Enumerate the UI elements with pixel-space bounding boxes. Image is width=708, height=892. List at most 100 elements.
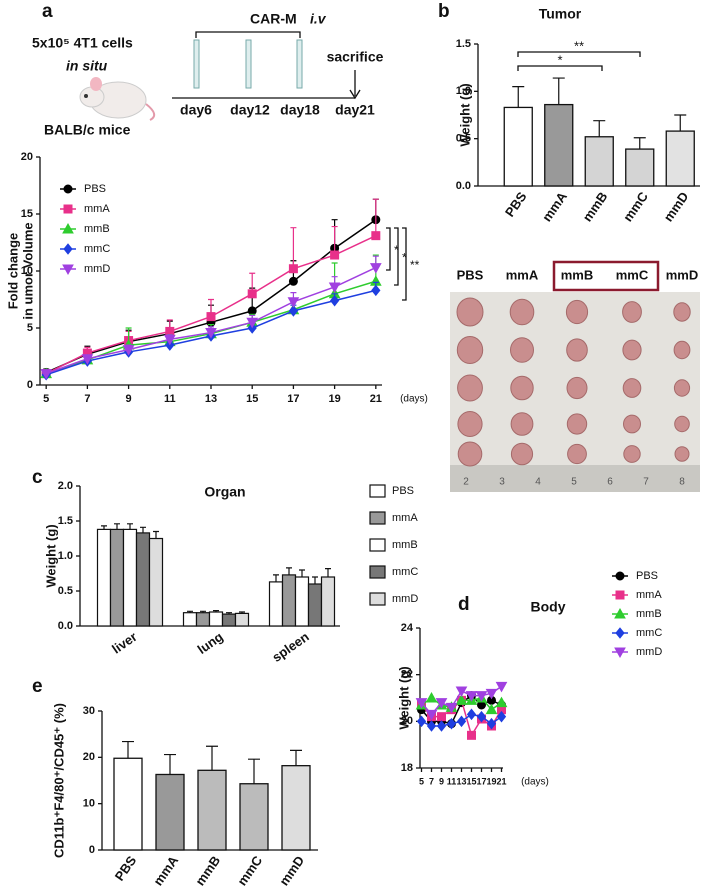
legend-label: mmC xyxy=(636,627,662,639)
error-bar xyxy=(290,227,297,269)
point xyxy=(476,710,487,723)
tumor xyxy=(673,302,691,322)
point xyxy=(486,717,497,730)
x-axis-label: (days) xyxy=(521,777,549,788)
point xyxy=(206,312,216,322)
ruler xyxy=(450,465,700,492)
error-bar xyxy=(206,745,218,771)
point xyxy=(456,715,467,728)
point xyxy=(436,720,447,732)
point xyxy=(288,264,298,274)
point xyxy=(371,284,381,297)
error-bar xyxy=(122,740,134,759)
legend-marker xyxy=(615,571,625,581)
x-tick-label: 15 xyxy=(246,393,258,405)
y-tick-label: 0.5 xyxy=(58,585,73,597)
x-tick-label: mmC xyxy=(620,189,651,225)
y-tick-label: 18 xyxy=(401,762,413,774)
tumor xyxy=(457,411,483,437)
bar xyxy=(208,611,224,627)
endpoint-text: sacrifice xyxy=(327,49,384,65)
error-bar xyxy=(325,568,331,577)
tumor xyxy=(566,338,588,362)
x-tick-label: 13 xyxy=(456,776,466,786)
bar xyxy=(320,576,336,627)
legend-marker xyxy=(614,647,626,659)
point xyxy=(247,289,257,299)
bar xyxy=(584,136,614,187)
legend-marker xyxy=(62,264,74,276)
y-axis-label: Weight (g) xyxy=(43,524,58,587)
x-tick-label: 11 xyxy=(447,776,457,786)
y-tick-label: 5 xyxy=(27,322,33,334)
bar xyxy=(96,528,112,627)
point xyxy=(495,696,508,708)
legend-marker xyxy=(62,222,74,234)
point xyxy=(163,334,176,346)
bar xyxy=(234,612,250,627)
legend-label: PBS xyxy=(84,183,106,195)
x-tick-label: mmB xyxy=(192,853,223,888)
tumor xyxy=(623,414,641,434)
significance-label: * xyxy=(402,251,407,265)
significance-bracket xyxy=(517,65,603,71)
legend-marker xyxy=(63,184,73,194)
bar xyxy=(221,613,237,627)
day-label: day12 xyxy=(230,102,270,118)
x-tick-label: mmA xyxy=(150,853,181,889)
tumor xyxy=(673,379,691,397)
point xyxy=(416,715,427,728)
tumor xyxy=(567,443,587,465)
tumor xyxy=(566,413,588,435)
x-tick-label: mmD xyxy=(661,189,692,224)
bar xyxy=(155,773,185,851)
site-text: in situ xyxy=(66,58,108,74)
y-tick-label: 0 xyxy=(89,844,95,856)
point xyxy=(475,691,488,702)
point xyxy=(445,702,458,714)
y-tick-label: 10 xyxy=(21,265,33,277)
point xyxy=(371,231,381,241)
legend-swatch xyxy=(369,511,386,525)
error-bar xyxy=(114,523,120,530)
y-tick-label: 20 xyxy=(83,751,95,763)
point xyxy=(485,703,498,715)
day-label: day6 xyxy=(180,102,212,118)
legend-swatch xyxy=(369,592,386,606)
arrow-head xyxy=(349,89,361,100)
point xyxy=(446,717,457,730)
tumor xyxy=(673,340,691,360)
y-tick-label: 1.5 xyxy=(456,38,471,50)
chart-title: Body xyxy=(531,599,566,615)
x-tick-label: 7 xyxy=(429,776,434,786)
y-tick-label: 1.5 xyxy=(58,515,73,527)
point xyxy=(122,345,135,356)
legend-label: mmB xyxy=(636,608,662,620)
panel-label: a xyxy=(42,1,53,22)
x-tick-label: 17 xyxy=(287,393,299,405)
y-tick-label: 0.5 xyxy=(456,133,471,145)
ruler-number: 7 xyxy=(643,477,649,488)
x-tick-label: 5 xyxy=(419,776,424,786)
point xyxy=(328,282,341,293)
group-label: mmD xyxy=(666,267,699,282)
chart-title: Organ xyxy=(204,484,245,500)
bar xyxy=(281,765,311,851)
x-tick-label: 19 xyxy=(328,393,340,405)
point xyxy=(455,694,468,705)
tumor xyxy=(623,445,641,463)
bar xyxy=(148,537,164,627)
error-bar xyxy=(312,576,318,584)
x-tick-label: 13 xyxy=(205,393,217,405)
ruler-number: 5 xyxy=(571,477,577,488)
error-bar xyxy=(593,120,606,137)
tumor xyxy=(622,378,642,398)
error-bar xyxy=(633,137,646,150)
tumor xyxy=(565,299,589,325)
bar xyxy=(268,581,284,627)
x-tick-label: liver xyxy=(109,629,140,657)
legend-label: mmD xyxy=(392,593,418,605)
error-bar xyxy=(299,569,305,577)
x-tick-label: 7 xyxy=(84,393,90,405)
